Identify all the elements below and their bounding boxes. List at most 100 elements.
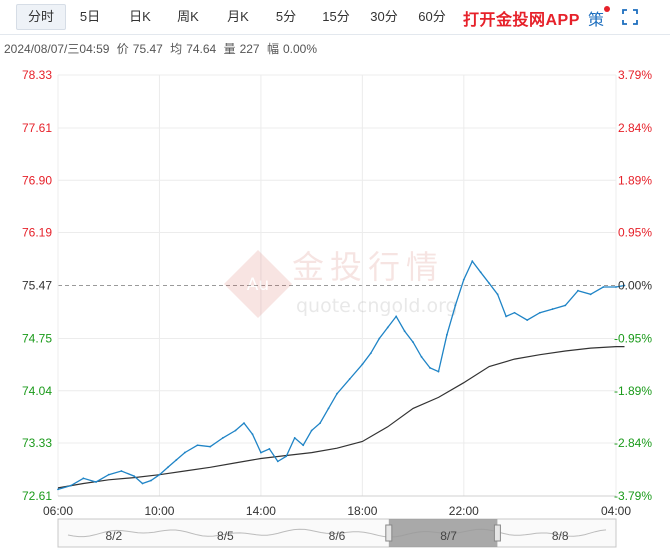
x-tick-label: 18:00 [347, 504, 377, 518]
price-point [183, 451, 186, 454]
pct-tick-label: 0.95% [618, 226, 652, 240]
price-point [412, 341, 414, 344]
tab-weekly-k[interactable]: 周K [177, 9, 199, 24]
price-value: 75.47 [132, 42, 163, 56]
price-point [577, 289, 579, 292]
chart-grid [57, 74, 617, 497]
average-value: 74.64 [186, 42, 217, 56]
notification-dot [604, 6, 610, 12]
tab-30-min[interactable]: 30分 [370, 9, 398, 24]
navigator-handle-right[interactable] [493, 524, 501, 542]
navigator-date-label: 8/7 [440, 529, 457, 543]
navigator-mini-line [67, 528, 607, 538]
average-series-path [57, 346, 625, 489]
price-point [196, 444, 199, 447]
price-point [133, 475, 135, 478]
quote-datetime: 2024/08/07/三04:59 [4, 42, 110, 56]
tab-daily-k[interactable]: 日K [129, 9, 151, 24]
range-navigator[interactable]: 8/2 8/5 8/6 8/7 8/8 [57, 518, 617, 548]
price-point [276, 460, 279, 463]
navigator-selection[interactable] [388, 519, 498, 547]
price-point [285, 455, 288, 458]
price-point [82, 477, 85, 480]
price-point [234, 429, 237, 432]
tab-60-min[interactable]: 60分 [418, 9, 446, 24]
price-point [336, 392, 338, 395]
y-tick-label: 74.04 [22, 384, 52, 398]
price-point [471, 260, 474, 263]
price-point [589, 293, 592, 296]
price-point [539, 311, 541, 314]
tab-5-min[interactable]: 5分 [275, 9, 297, 24]
pct-tick-label: -1.89% [614, 384, 652, 398]
price-point [615, 286, 617, 288]
x-tick-label: 22:00 [449, 504, 479, 518]
price-point [505, 315, 507, 318]
quote-info-bar: 2024/08/07/三04:59 价 75.47 均 74.64 量 227 幅 0.… [4, 40, 321, 57]
price-series-path [57, 259, 625, 491]
price-point [243, 422, 245, 425]
price-line [57, 259, 626, 491]
price-point [564, 304, 567, 307]
price-point [429, 367, 431, 369]
price-point [513, 311, 516, 314]
price-label: 价 [116, 42, 129, 56]
tab-15-min[interactable]: 15分 [322, 9, 350, 24]
y-tick-label: 75.47 [22, 279, 52, 293]
average-label: 均 [170, 42, 183, 56]
price-point [386, 326, 389, 329]
x-tick-label: 06:00 [43, 504, 73, 518]
y-tick-label: 73.33 [22, 436, 52, 450]
open-app-link[interactable]: 打开金投网APP [463, 12, 580, 29]
price-point [260, 451, 262, 454]
price-point [158, 473, 161, 476]
pct-tick-label: -0.95% [614, 331, 652, 345]
x-tick-label: 04:00 [601, 504, 631, 518]
price-point [488, 282, 491, 285]
navigator-date-label: 8/5 [217, 529, 234, 543]
tab-intraday[interactable]: 分时 [16, 4, 66, 30]
price-point [293, 436, 296, 439]
y-tick-label: 78.33 [22, 68, 52, 82]
tab-monthly-k[interactable]: 月K [227, 9, 249, 24]
price-point [348, 378, 351, 380]
price-point [57, 488, 59, 491]
price-point [141, 482, 144, 485]
price-point [403, 330, 406, 333]
price-point [395, 315, 398, 318]
price-point [95, 481, 97, 483]
price-point [361, 363, 364, 366]
navigator-date-label: 8/2 [105, 529, 122, 543]
price-point [327, 407, 330, 410]
y-axis-labels: 78.33 3.79% 77.61 2.84% 76.90 1.89% 76.19 0.95%… [22, 68, 652, 503]
price-point [454, 304, 457, 307]
price-point [437, 370, 440, 373]
x-axis-labels: 06:00 10:00 14:00 18:00 22:00 04:00 [43, 504, 631, 518]
gold-logo-icon: Au [224, 250, 292, 318]
change-label: 幅 [266, 42, 279, 56]
strategy-button[interactable]: 策 [588, 12, 605, 29]
watermark: Au 金投行情 quote.cngold.org [224, 248, 458, 318]
volume-label: 量 [223, 42, 236, 56]
price-point [602, 286, 605, 288]
average-price-line [57, 346, 625, 489]
pct-tick-label: 0.00% [618, 279, 652, 293]
price-point [69, 484, 72, 487]
volume-value: 227 [239, 42, 260, 56]
pct-tick-label: -3.79% [614, 489, 652, 503]
x-tick-label: 14:00 [246, 504, 276, 518]
price-point [175, 459, 178, 461]
price-point [319, 422, 321, 425]
navigator-handle-left[interactable] [385, 524, 393, 542]
fullscreen-icon[interactable] [622, 9, 638, 25]
price-point [623, 284, 626, 287]
price-point [462, 278, 465, 281]
price-point [221, 436, 224, 439]
pct-tick-label: -2.84% [614, 436, 652, 450]
intraday-chart[interactable]: Au 金投行情 quote.cngold.org 78.33 3.79% 77.61… [0, 58, 670, 548]
price-point [526, 319, 529, 321]
y-tick-label: 72.61 [22, 489, 52, 503]
navigator-date-label: 8/8 [552, 529, 569, 543]
tab-5-day[interactable]: 5日 [79, 9, 101, 24]
price-point [302, 444, 305, 447]
